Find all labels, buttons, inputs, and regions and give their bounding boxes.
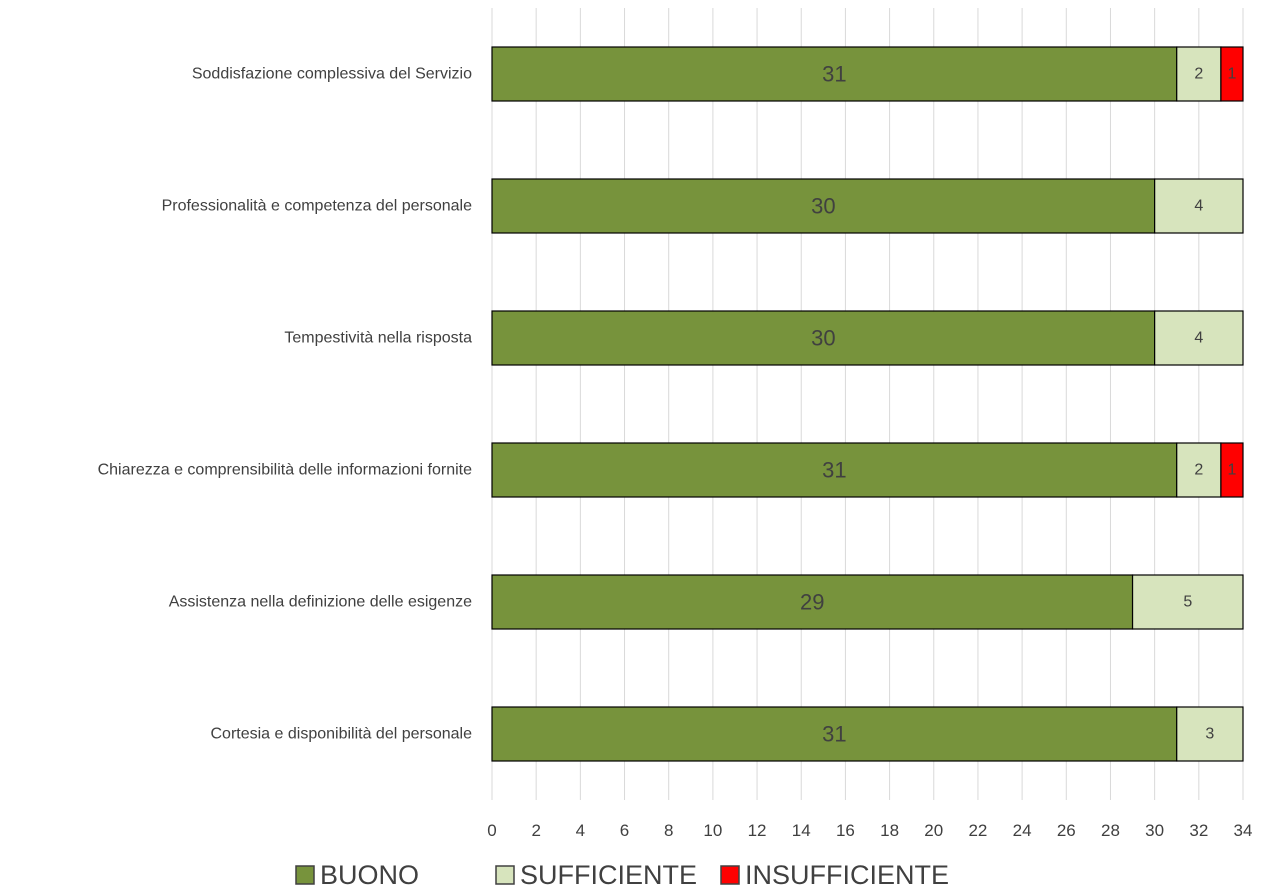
x-tick-label: 18: [880, 821, 899, 840]
legend-label: BUONO: [320, 860, 419, 890]
x-tick-label: 6: [620, 821, 629, 840]
bar-segment: [491, 706, 1178, 762]
bar-segment: [1176, 46, 1222, 102]
category-label: Soddisfazione complessiva del Servizio: [192, 66, 472, 83]
data-label: 2: [1194, 462, 1203, 479]
x-tick-label: 4: [576, 821, 585, 840]
data-label: 30: [811, 326, 835, 351]
bar-segment: [1154, 178, 1244, 234]
gridlines: [491, 8, 1244, 800]
bar-segment: [491, 574, 1134, 630]
legend-swatch: [720, 865, 740, 885]
bar-segment: [1131, 574, 1244, 630]
x-tick-label: 34: [1234, 821, 1253, 840]
data-label: 29: [800, 590, 824, 615]
data-label: 31: [822, 722, 846, 747]
x-tick-label: 12: [748, 821, 767, 840]
category-label: Chiarezza e comprensibilità delle inform…: [98, 462, 473, 479]
data-label: 4: [1194, 198, 1203, 215]
data-label: 1: [1228, 462, 1237, 479]
x-tick-label: 26: [1057, 821, 1076, 840]
category-label: Assistenza nella definizione delle esige…: [169, 594, 472, 611]
data-label: 5: [1183, 594, 1192, 611]
bar-segment: [1176, 442, 1222, 498]
data-label: 31: [822, 458, 846, 483]
bar-segment: [491, 178, 1156, 234]
bar-segment: [1154, 310, 1244, 366]
bar-segment: [491, 46, 1178, 102]
legend-label: SUFFICIENTE: [520, 860, 697, 890]
x-tick-label: 32: [1189, 821, 1208, 840]
x-tick-label: 2: [531, 821, 540, 840]
x-tick-label: 24: [1013, 821, 1032, 840]
bars: 31 2 1 30 4 30 4 31 2 1 29 5 31 3: [491, 46, 1244, 762]
x-tick-label: 14: [792, 821, 811, 840]
category-label: Professionalità e competenza del persona…: [162, 198, 473, 215]
data-label: 1: [1228, 66, 1237, 83]
x-tick-label: 10: [703, 821, 722, 840]
x-tick-label: 0: [487, 821, 496, 840]
legend-swatch: [295, 865, 315, 885]
data-label: 2: [1194, 66, 1203, 83]
bar-segment: [491, 310, 1156, 366]
category-label: Cortesia e disponibilità del personale: [211, 726, 473, 743]
legend-label: INSUFFICIENTE: [745, 860, 949, 890]
bar-segment: [1176, 706, 1244, 762]
x-tick-label: 22: [968, 821, 987, 840]
x-tick-label: 28: [1101, 821, 1120, 840]
x-tick-label: 8: [664, 821, 673, 840]
data-label: 30: [811, 194, 835, 219]
legend: BUONO SUFFICIENTE INSUFFICIENTE: [295, 860, 949, 890]
legend-swatch: [495, 865, 515, 885]
x-tick-label: 30: [1145, 821, 1164, 840]
x-axis-ticks: 0 2 4 6 8 10 12 14 16 18 20 22 24 26 28 30 32 34: [487, 821, 1252, 840]
x-tick-label: 16: [836, 821, 855, 840]
bar-segment: [1220, 442, 1244, 498]
category-labels: Soddisfazione complessiva del Servizio Pr…: [98, 66, 473, 743]
category-label: Tempestività nella risposta: [284, 330, 472, 347]
data-label: 4: [1194, 330, 1203, 347]
data-label: 31: [822, 62, 846, 87]
x-tick-label: 20: [924, 821, 943, 840]
data-label: 3: [1205, 726, 1214, 743]
bar-segment: [1220, 46, 1244, 102]
